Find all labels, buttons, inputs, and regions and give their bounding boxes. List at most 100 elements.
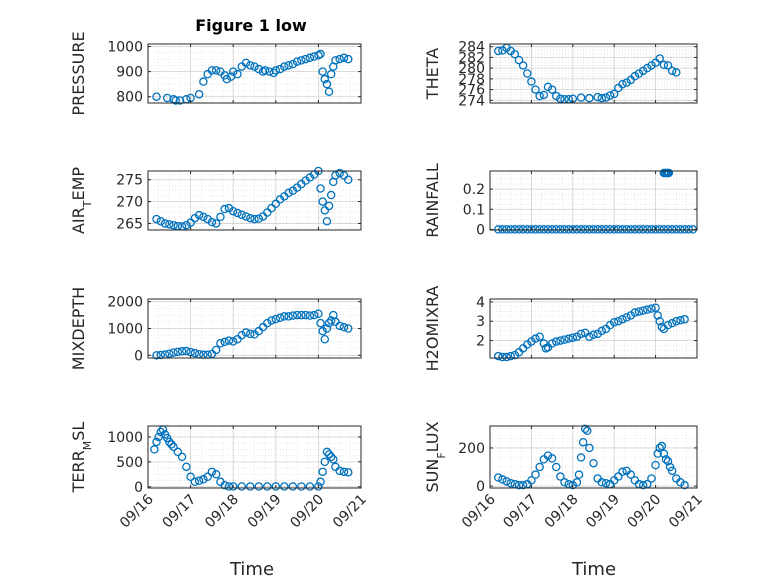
data-point xyxy=(335,466,344,476)
y-tick-label: 900 xyxy=(116,65,143,81)
axes-box xyxy=(489,170,698,231)
data-point xyxy=(245,329,255,339)
data-point xyxy=(250,62,259,71)
data-point xyxy=(271,199,281,209)
data-point xyxy=(190,477,200,487)
data-point xyxy=(314,309,323,318)
data-point xyxy=(322,447,332,457)
data-point xyxy=(339,53,349,63)
data-point xyxy=(199,212,208,222)
data-point xyxy=(228,206,238,216)
data-point xyxy=(182,462,191,472)
data-point xyxy=(572,225,582,234)
subplot-h2omixra: 2 3 4 H2OMIXRA xyxy=(423,286,698,371)
data-point xyxy=(535,462,544,472)
data-point xyxy=(343,175,353,184)
data-point xyxy=(199,77,208,86)
x-tick-label: 09/18 xyxy=(202,492,242,532)
data-series xyxy=(152,166,353,231)
data-point xyxy=(297,56,306,65)
data-point xyxy=(560,225,569,234)
y-axis-label-1: THETA xyxy=(423,48,442,100)
data-point xyxy=(165,220,174,229)
data-point xyxy=(309,310,319,320)
data-point xyxy=(245,482,255,491)
data-point xyxy=(676,316,685,325)
data-point xyxy=(297,310,306,320)
y-axis-label-2: AIRTEMP xyxy=(69,167,94,234)
data-point xyxy=(578,437,588,447)
data-point xyxy=(186,472,195,482)
data-point xyxy=(498,225,507,234)
data-point xyxy=(531,85,540,94)
data-point xyxy=(318,326,327,336)
data-point xyxy=(343,468,353,477)
data-point xyxy=(326,190,336,200)
subplot-terr-msl: 0 500 1000 09/16 09/17 09/18 09/19 09/20 09/21 TE… xyxy=(69,422,370,532)
data-point xyxy=(194,476,204,486)
data-point xyxy=(502,352,511,362)
x-tick-label: 09/17 xyxy=(160,492,200,532)
data-point xyxy=(331,171,340,180)
data-point xyxy=(224,336,234,345)
y-tick-label: 1000 xyxy=(107,322,143,338)
data-point xyxy=(260,66,270,75)
data-point xyxy=(169,348,178,357)
data-point xyxy=(556,336,565,345)
data-point xyxy=(523,69,532,78)
plot-area xyxy=(148,44,361,103)
data-point xyxy=(535,225,544,234)
data-point xyxy=(523,225,532,234)
data-point xyxy=(177,452,187,462)
data-point xyxy=(343,324,353,333)
axes-box xyxy=(147,170,362,231)
data-point xyxy=(316,49,325,59)
data-point xyxy=(207,467,217,477)
data-point xyxy=(284,188,293,198)
data-point xyxy=(156,350,166,360)
data-point xyxy=(288,482,298,491)
plot-area xyxy=(490,44,697,103)
data-point xyxy=(651,460,660,470)
data-point xyxy=(601,478,611,488)
data-point xyxy=(551,462,561,472)
y-axis-label-7: SUNFLUX xyxy=(423,421,448,492)
data-point xyxy=(576,93,586,102)
data-point xyxy=(634,225,644,234)
data-point xyxy=(167,440,176,449)
subplot-rainfall: 0 0.1 0.2 RAINFALL xyxy=(423,163,698,238)
data-point xyxy=(667,466,677,476)
data-point xyxy=(320,334,330,344)
data-point xyxy=(667,66,677,76)
data-point xyxy=(661,455,671,464)
data-point xyxy=(254,214,264,223)
data-point xyxy=(228,482,238,491)
x-tick-label: 09/17 xyxy=(500,492,540,532)
data-point xyxy=(663,457,673,466)
data-point xyxy=(589,330,598,340)
data-point xyxy=(518,480,528,490)
data-point xyxy=(653,449,662,458)
data-point xyxy=(275,313,285,323)
data-point xyxy=(585,332,594,341)
data-point xyxy=(228,67,238,76)
data-point xyxy=(233,69,242,79)
data-point xyxy=(267,316,276,325)
data-point xyxy=(576,329,586,339)
data-point xyxy=(601,93,611,102)
y-tick-label: 0 xyxy=(476,222,485,238)
data-point xyxy=(326,316,336,325)
data-point xyxy=(597,478,607,487)
data-point xyxy=(267,203,276,213)
data-point xyxy=(585,93,594,103)
data-point xyxy=(535,91,544,101)
data-point xyxy=(224,482,234,491)
data-point xyxy=(556,225,565,234)
y-tick-label: 4 xyxy=(476,295,485,311)
data-point xyxy=(241,58,251,68)
data-point xyxy=(324,87,334,96)
data-point xyxy=(494,351,503,361)
data-point xyxy=(551,337,561,346)
data-point xyxy=(335,54,344,64)
data-point xyxy=(237,482,246,491)
